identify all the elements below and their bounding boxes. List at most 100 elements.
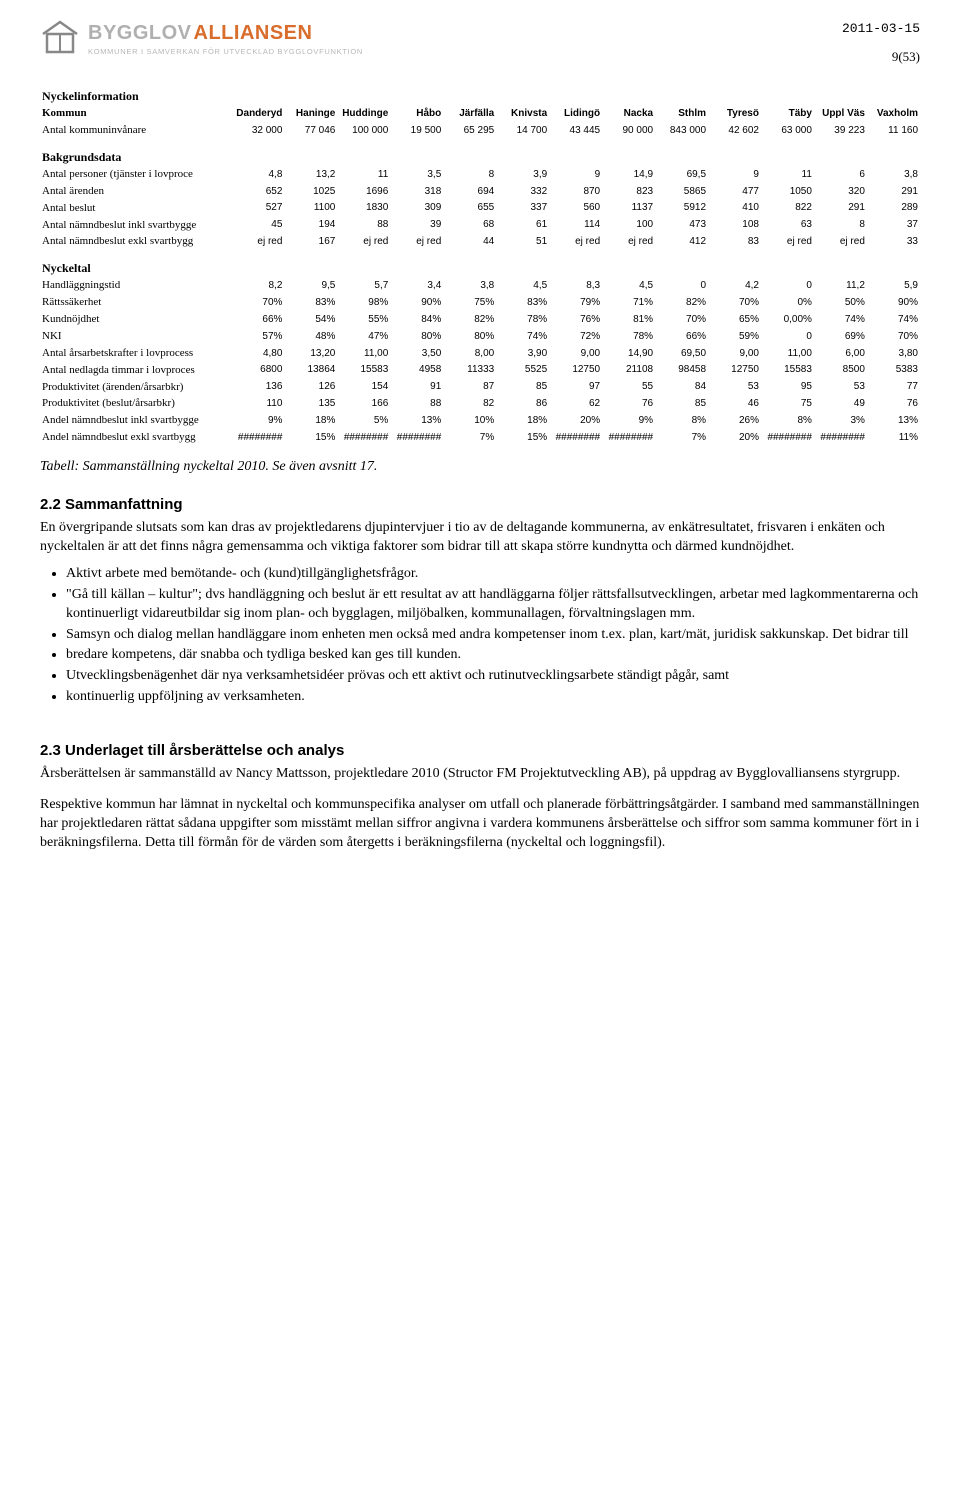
table-cell: 68 [443,217,496,234]
table-cell: 9,00 [549,345,602,362]
table-cell: 15% [496,429,549,446]
table-cell: 51 [496,233,549,250]
table-cell: 0 [761,328,814,345]
table-cell: Nacka [602,105,655,122]
table-cell: 90% [390,294,443,311]
table-cell: 15% [284,429,337,446]
table-cell: 291 [814,200,867,217]
table-cell: 79% [549,294,602,311]
row-label: Antal nämndbeslut exkl svartbygg [40,233,231,250]
table-cell: 69,5 [655,166,708,183]
row-label: Andel nämndbeslut inkl svartbygge [40,412,231,429]
table-cell: 194 [284,217,337,234]
table-cell: 26% [708,412,761,429]
table-cell: 85 [655,395,708,412]
table-row: Antal personer (tjänster i lovproce4,813… [40,166,920,183]
table-cell: ej red [549,233,602,250]
table-cell: 55 [602,379,655,396]
table-cell: Danderyd [231,105,284,122]
table-section-head: Nyckelinformation [40,78,920,105]
table-cell: 88 [390,395,443,412]
table-cell: 527 [231,200,284,217]
row-label: Antal kommuninvånare [40,122,231,139]
list-item: Samsyn och dialog mellan handläggare ino… [66,626,920,645]
table-cell: ej red [390,233,443,250]
table-cell: ej red [231,233,284,250]
table-cell: ej red [337,233,390,250]
table-cell: 114 [549,217,602,234]
table-cell: 59% [708,328,761,345]
table-cell: 21108 [602,362,655,379]
table-cell: 318 [390,183,443,200]
table-cell: 14,9 [602,166,655,183]
nyckeltal-table: NyckelinformationKommunDanderydHaningeHu… [40,78,920,446]
table-cell: 5383 [867,362,920,379]
table-cell: 13,2 [284,166,337,183]
table-cell: 7% [655,429,708,446]
table-cell: 0,00% [761,311,814,328]
table-cell: 6 [814,166,867,183]
table-cell: 291 [867,183,920,200]
table-cell: 85 [496,379,549,396]
table-cell: 18% [284,412,337,429]
table-cell: 75 [761,395,814,412]
table-cell: 76 [602,395,655,412]
table-cell: 337 [496,200,549,217]
table-cell: 95 [761,379,814,396]
table-row: Antal nämndbeslut exkl svartbyggej red16… [40,233,920,250]
table-cell: 410 [708,200,761,217]
table-cell: 0 [761,277,814,294]
table-cell: 5525 [496,362,549,379]
table-cell: 84% [390,311,443,328]
table-cell: 136 [231,379,284,396]
table-cell: 3,8 [443,277,496,294]
table-cell: 57% [231,328,284,345]
table-cell: 86 [496,395,549,412]
table-cell: 8% [761,412,814,429]
table-cell: 80% [443,328,496,345]
table-cell: 8,2 [231,277,284,294]
table-cell: 655 [443,200,496,217]
table-cell: 9,5 [284,277,337,294]
table-cell: 20% [549,412,602,429]
table-cell: 14 700 [496,122,549,139]
table-cell: Haninge [284,105,337,122]
table-cell: 90% [867,294,920,311]
date-stamp: 2011-03-15 [842,20,920,38]
table-cell: 652 [231,183,284,200]
table-cell: 70% [655,311,708,328]
table-cell: 65% [708,311,761,328]
table-cell: 72% [549,328,602,345]
table-cell: 47% [337,328,390,345]
table-cell: 44 [443,233,496,250]
table-cell: 0% [761,294,814,311]
table-cell: 6800 [231,362,284,379]
table-cell: 15583 [761,362,814,379]
table-cell: 49 [814,395,867,412]
table-cell: 74% [814,311,867,328]
section-22-heading: 2.2 Sammanfattning [40,495,920,515]
table-cell: 126 [284,379,337,396]
row-label: Produktivitet (ärenden/årsarbkr) [40,379,231,396]
row-label: Produktivitet (beslut/årsarbkr) [40,395,231,412]
table-cell: Vaxholm [867,105,920,122]
table-cell: 48% [284,328,337,345]
table-cell: 9% [231,412,284,429]
page-header: BYGGLOV ALLIANSEN KOMMUNER I SAMVERKAN F… [40,20,920,72]
row-label: Antal personer (tjänster i lovproce [40,166,231,183]
table-cell: 135 [284,395,337,412]
table-cell: 11,00 [337,345,390,362]
row-label: NKI [40,328,231,345]
row-label: Antal nämndbeslut inkl svartbygge [40,217,231,234]
table-cell: 560 [549,200,602,217]
table-cell: Uppl Väs [814,105,867,122]
table-cell: 77 [867,379,920,396]
table-cell: 90 000 [602,122,655,139]
table-cell: 15583 [337,362,390,379]
row-label: Handläggningstid [40,277,231,294]
table-row: Produktivitet (beslut/årsarbkr)110135166… [40,395,920,412]
table-cell: 84 [655,379,708,396]
section-23-p1: Årsberättelsen är sammanställd av Nancy … [40,765,920,784]
table-cell: 108 [708,217,761,234]
table-cell: 32 000 [231,122,284,139]
